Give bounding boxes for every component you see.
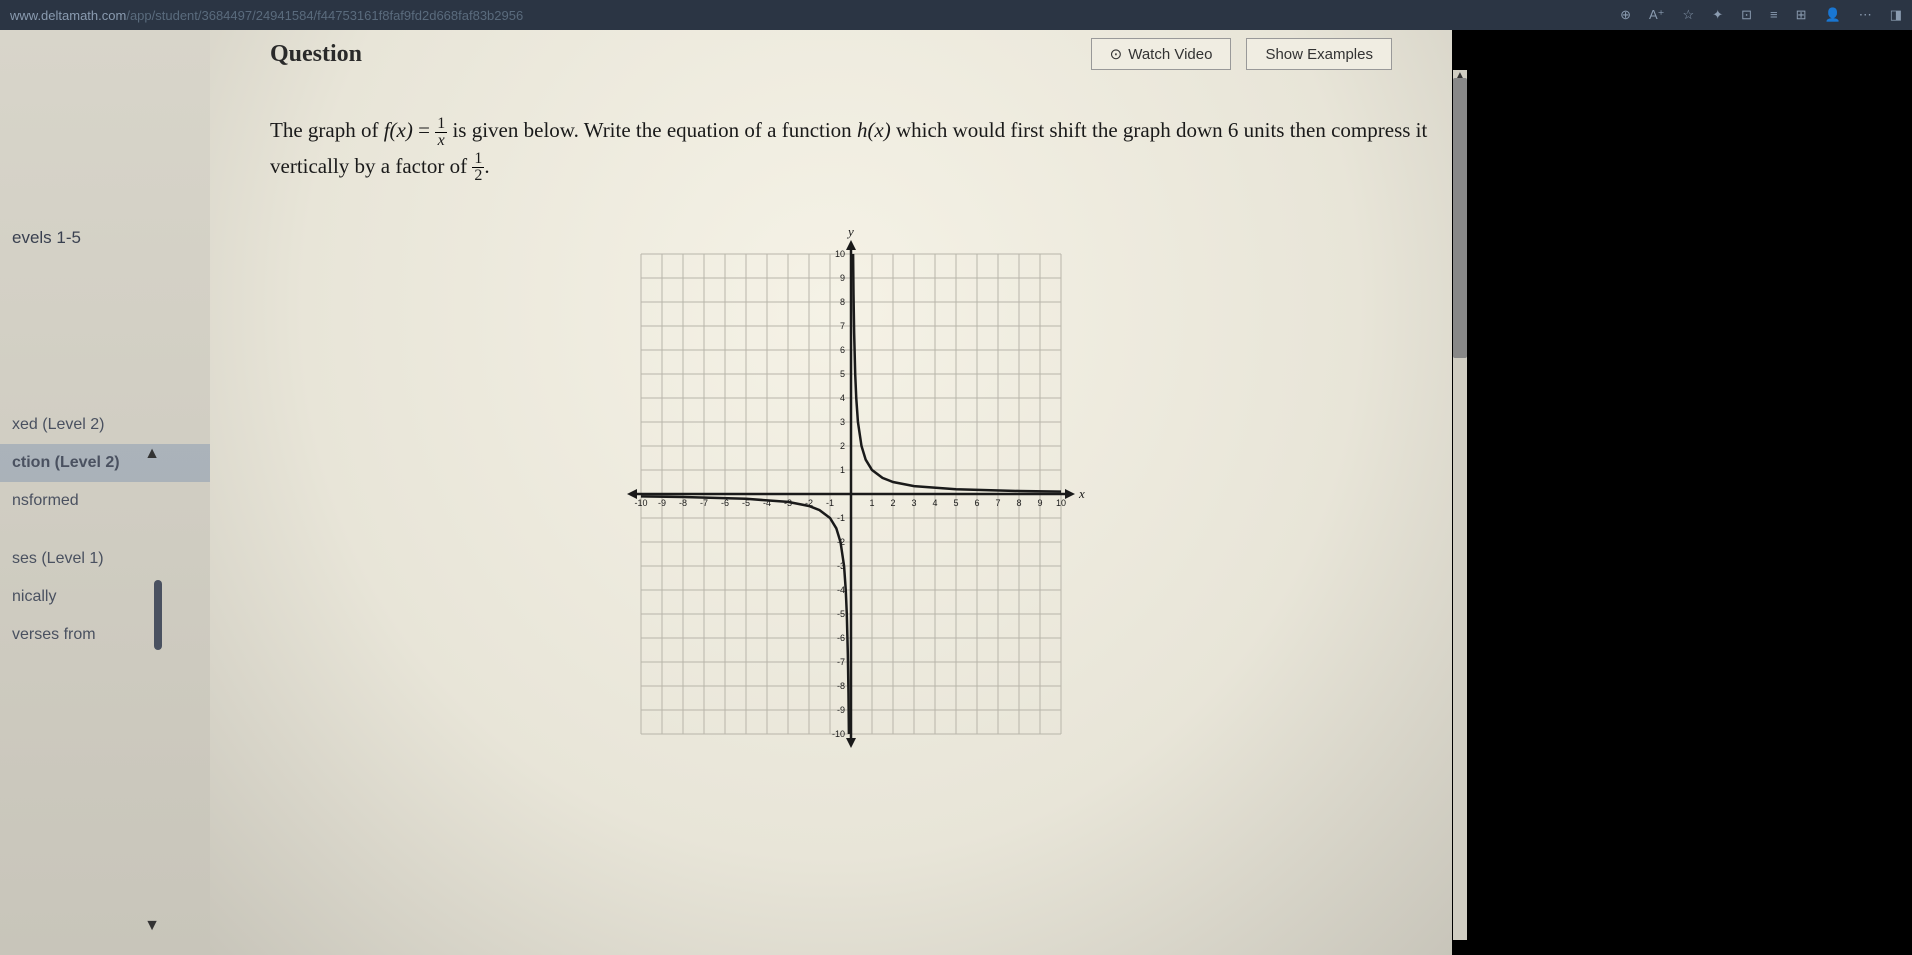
svg-text:-10: -10 bbox=[832, 729, 845, 739]
svg-text:-1: -1 bbox=[837, 513, 845, 523]
content-area: Question ⊙ Watch Video Show Examples The… bbox=[210, 30, 1452, 955]
more-icon[interactable]: ⋯ bbox=[1859, 7, 1872, 23]
show-examples-button[interactable]: Show Examples bbox=[1246, 38, 1392, 70]
sidebar-item-xed[interactable]: xed (Level 2) bbox=[0, 406, 210, 444]
sidebar-item-verses[interactable]: verses from bbox=[0, 616, 210, 654]
svg-text:-10: -10 bbox=[634, 498, 647, 508]
svg-text:2: 2 bbox=[840, 441, 845, 451]
browser-toolbar-icons: ⊕ A⁺ ☆ ✦ ⊡ ≡ ⊞ 👤 ⋯ ◨ bbox=[1620, 7, 1902, 23]
question-text: The graph of f(x) = 1x is given below. W… bbox=[270, 113, 1432, 184]
svg-text:x: x bbox=[1078, 486, 1085, 501]
svg-text:-7: -7 bbox=[837, 657, 845, 667]
q-text-1: The graph of bbox=[270, 118, 384, 142]
sidebar-icon[interactable]: ◨ bbox=[1890, 7, 1902, 23]
svg-text:5: 5 bbox=[953, 498, 958, 508]
show-examples-label: Show Examples bbox=[1265, 46, 1373, 63]
svg-text:-8: -8 bbox=[837, 681, 845, 691]
play-icon: ⊙ bbox=[1110, 45, 1123, 63]
svg-text:-6: -6 bbox=[837, 633, 845, 643]
q-period: . bbox=[484, 154, 489, 178]
q-text-2: is given below. Write the equation of a … bbox=[447, 118, 857, 142]
svg-text:-5: -5 bbox=[837, 609, 845, 619]
svg-text:4: 4 bbox=[840, 393, 845, 403]
sidebar-item-ction[interactable]: ction (Level 2) bbox=[0, 444, 210, 482]
profile-icon[interactable]: 👤 bbox=[1825, 7, 1841, 23]
sidebar-item-ses[interactable]: ses (Level 1) bbox=[0, 540, 210, 578]
frac1-den: x bbox=[436, 133, 447, 149]
sidebar-scrollbar-thumb[interactable] bbox=[154, 580, 162, 650]
svg-text:8: 8 bbox=[840, 297, 845, 307]
scrollbar-up-icon[interactable]: ▲ bbox=[1453, 70, 1467, 84]
main-area: evels 1-5 xed (Level 2) ction (Level 2) … bbox=[0, 30, 1912, 955]
scrollbar-thumb[interactable] bbox=[1453, 78, 1467, 358]
q-eq: = bbox=[413, 118, 435, 142]
read-aloud-icon[interactable]: A⁺ bbox=[1649, 7, 1665, 23]
favorite-icon[interactable]: ☆ bbox=[1683, 7, 1695, 23]
split-icon[interactable]: ⊡ bbox=[1741, 7, 1752, 23]
svg-text:7: 7 bbox=[840, 321, 845, 331]
svg-text:4: 4 bbox=[932, 498, 937, 508]
question-header: Question ⊙ Watch Video Show Examples bbox=[270, 30, 1432, 78]
svg-text:2: 2 bbox=[890, 498, 895, 508]
q-hx: h(x) bbox=[857, 118, 891, 142]
frac2-num: 1 bbox=[472, 151, 484, 168]
collections-icon[interactable]: ≡ bbox=[1770, 7, 1778, 23]
content-scrollbar[interactable]: ▲ bbox=[1453, 70, 1467, 940]
svg-text:5: 5 bbox=[840, 369, 845, 379]
fraction-1-over-x: 1x bbox=[435, 116, 447, 149]
svg-text:8: 8 bbox=[1016, 498, 1021, 508]
svg-text:1: 1 bbox=[840, 465, 845, 475]
svg-text:10: 10 bbox=[1056, 498, 1066, 508]
svg-text:-1: -1 bbox=[826, 498, 834, 508]
svg-text:3: 3 bbox=[840, 417, 845, 427]
zoom-icon[interactable]: ⊕ bbox=[1620, 7, 1631, 23]
sidebar: evels 1-5 xed (Level 2) ction (Level 2) … bbox=[0, 30, 210, 955]
svg-text:-9: -9 bbox=[658, 498, 666, 508]
svg-text:6: 6 bbox=[840, 345, 845, 355]
svg-text:-9: -9 bbox=[837, 705, 845, 715]
right-black-area bbox=[1452, 30, 1912, 955]
svg-text:9: 9 bbox=[840, 273, 845, 283]
browser-address-bar: www.deltamath.com/app/student/3684497/24… bbox=[0, 0, 1912, 30]
svg-text:9: 9 bbox=[1037, 498, 1042, 508]
url-display: www.deltamath.com/app/student/3684497/24… bbox=[10, 8, 1620, 23]
svg-text:y: y bbox=[846, 224, 854, 239]
sidebar-item-nsformed[interactable]: nsformed bbox=[0, 482, 210, 520]
add-page-icon[interactable]: ⊞ bbox=[1796, 7, 1807, 23]
svg-text:-8: -8 bbox=[679, 498, 687, 508]
q-fx: f(x) bbox=[384, 118, 413, 142]
sidebar-scroll-down-icon[interactable]: ▼ bbox=[144, 917, 160, 935]
svg-text:10: 10 bbox=[835, 249, 845, 259]
frac1-num: 1 bbox=[435, 116, 447, 133]
url-domain: www.deltamath.com bbox=[10, 8, 126, 23]
header-buttons: ⊙ Watch Video Show Examples bbox=[1091, 38, 1392, 70]
svg-text:7: 7 bbox=[995, 498, 1000, 508]
sidebar-item-nically[interactable]: nically bbox=[0, 578, 210, 616]
reciprocal-graph: xy-10-9-8-7-6-5-4-3-2-112345678910-10-9-… bbox=[611, 224, 1091, 764]
svg-text:6: 6 bbox=[974, 498, 979, 508]
sidebar-scroll-up-icon[interactable]: ▲ bbox=[144, 445, 160, 463]
svg-text:-7: -7 bbox=[700, 498, 708, 508]
extension-icon[interactable]: ✦ bbox=[1712, 7, 1723, 23]
svg-text:1: 1 bbox=[869, 498, 874, 508]
url-path: /app/student/3684497/24941584/f44753161f… bbox=[126, 8, 523, 23]
sidebar-section-title: evels 1-5 bbox=[0, 220, 210, 256]
fraction-1-over-2: 12 bbox=[472, 151, 484, 184]
graph-container: xy-10-9-8-7-6-5-4-3-2-112345678910-10-9-… bbox=[270, 224, 1432, 764]
watch-video-label: Watch Video bbox=[1128, 46, 1212, 63]
svg-text:3: 3 bbox=[911, 498, 916, 508]
question-heading: Question bbox=[270, 41, 362, 68]
frac2-den: 2 bbox=[472, 168, 484, 184]
watch-video-button[interactable]: ⊙ Watch Video bbox=[1091, 38, 1232, 70]
svg-text:-4: -4 bbox=[837, 585, 845, 595]
